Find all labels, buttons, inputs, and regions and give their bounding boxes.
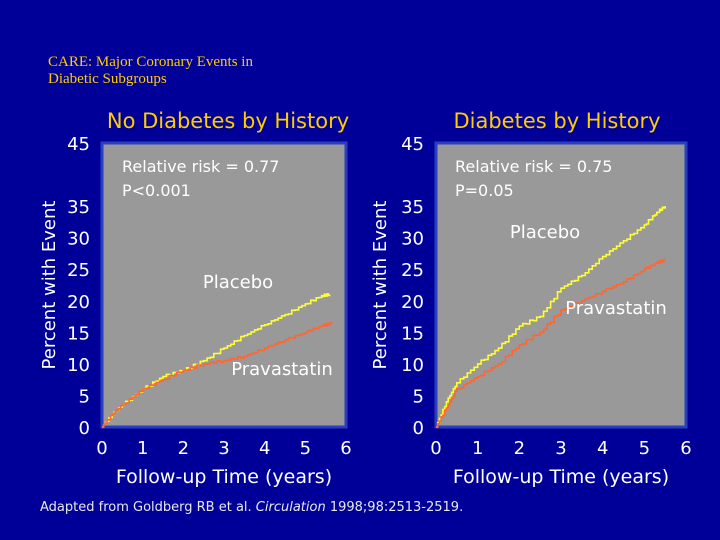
x-tick-label: 5 bbox=[639, 438, 650, 459]
slide-title: CARE: Major Coronary Events in Diabetic … bbox=[48, 54, 253, 87]
y-tick-label: 0 bbox=[413, 418, 424, 439]
series-line-pravastatin-2 bbox=[436, 258, 666, 428]
x-tick-label: 0 bbox=[430, 438, 441, 459]
y-tick-label: 35 bbox=[401, 197, 424, 218]
x-tick-label: 6 bbox=[340, 438, 351, 459]
x-tick-label: 1 bbox=[137, 438, 148, 459]
y-tick-label: 30 bbox=[67, 229, 90, 250]
citation-suffix: 1998;98:2513-2519. bbox=[325, 500, 464, 515]
x-tick-label: 5 bbox=[300, 438, 311, 459]
citation-journal: Circulation bbox=[255, 500, 326, 515]
x-tick-label: 2 bbox=[514, 438, 525, 459]
y-tick-label: 15 bbox=[401, 323, 424, 344]
series-line-placebo-2 bbox=[436, 206, 666, 428]
y-tick-label: 25 bbox=[67, 260, 90, 281]
y-tick-label: 10 bbox=[67, 355, 90, 376]
x-tick-label: 6 bbox=[680, 438, 691, 459]
x-tick-label: 4 bbox=[597, 438, 608, 459]
series-label-placebo-2: Placebo bbox=[510, 222, 580, 243]
x-tick-label: 4 bbox=[259, 438, 270, 459]
x-tick-label: 1 bbox=[472, 438, 483, 459]
y-tick-label: 25 bbox=[401, 260, 424, 281]
series-line-placebo-1 bbox=[102, 293, 331, 428]
x-tick-label: 3 bbox=[555, 438, 566, 459]
y-tick-label: 20 bbox=[401, 292, 424, 313]
citation: Adapted from Goldberg RB et al. Circulat… bbox=[40, 500, 463, 515]
y-tick-label: 10 bbox=[401, 355, 424, 376]
y-tick-label: 5 bbox=[413, 386, 424, 407]
series-label-pravastatin-2: Pravastatin bbox=[565, 298, 667, 319]
y-tick-label: 0 bbox=[79, 418, 90, 439]
x-axis-label-1: Follow-up Time (years) bbox=[116, 466, 332, 488]
series-line-pravastatin-1 bbox=[102, 322, 333, 428]
relative-risk-text-2: Relative risk = 0.75 bbox=[455, 157, 612, 176]
series-label-placebo-1: Placebo bbox=[203, 272, 273, 293]
y-tick-label: 45 bbox=[67, 134, 90, 155]
y-axis-label-1: Percent with Event bbox=[39, 201, 60, 370]
p-value-text-2: P=0.05 bbox=[455, 181, 514, 200]
y-tick-label: 15 bbox=[67, 323, 90, 344]
y-tick-label: 35 bbox=[67, 197, 90, 218]
x-tick-label: 0 bbox=[96, 438, 107, 459]
p-value-text-1: P<0.001 bbox=[122, 181, 191, 200]
y-tick-label: 30 bbox=[401, 229, 424, 250]
x-tick-label: 2 bbox=[178, 438, 189, 459]
x-axis-label-2: Follow-up Time (years) bbox=[453, 466, 669, 488]
y-axis-label-2: Percent with Event bbox=[370, 201, 391, 370]
y-tick-label: 45 bbox=[401, 134, 424, 155]
x-tick-label: 3 bbox=[218, 438, 229, 459]
plot-area-2 bbox=[434, 141, 688, 429]
citation-prefix: Adapted from Goldberg RB et al. bbox=[40, 500, 256, 515]
y-tick-label: 20 bbox=[67, 292, 90, 313]
series-label-pravastatin-1: Pravastatin bbox=[231, 359, 333, 380]
y-tick-label: 5 bbox=[79, 386, 90, 407]
plot-area-1 bbox=[100, 141, 348, 429]
relative-risk-text-1: Relative risk = 0.77 bbox=[122, 157, 279, 176]
panel-title-1: No Diabetes by History bbox=[107, 109, 349, 133]
panel-title-2: Diabetes by History bbox=[453, 109, 660, 133]
